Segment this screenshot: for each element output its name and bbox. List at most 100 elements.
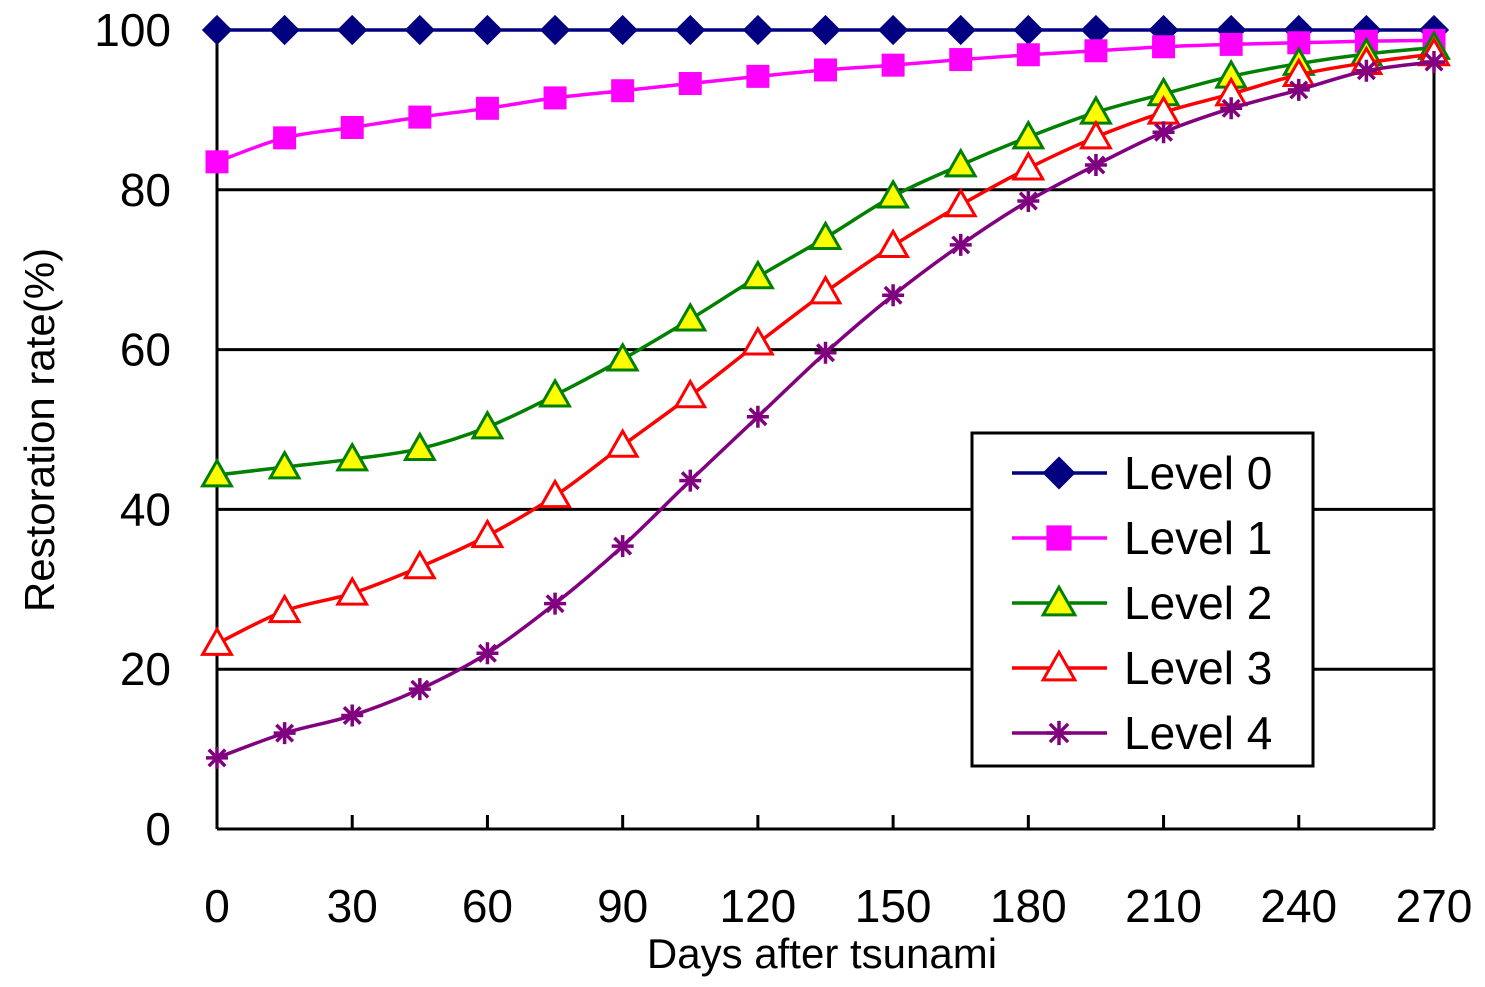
point-level-4-45-shape [408, 678, 431, 701]
point-level-1-45-shape [408, 105, 432, 129]
point-level-3-120-shape [740, 325, 775, 356]
series-line-level-2 [216, 45, 1435, 477]
point-level-3-90 [605, 428, 640, 458]
y-tick-label-60: 60 [120, 324, 171, 376]
point-level-1-120-shape [746, 64, 770, 88]
point-level-1-75 [543, 86, 567, 110]
legend-label-level-1: Level 1 [1124, 512, 1272, 564]
point-level-0-45-shape [404, 14, 435, 46]
point-level-1-90-shape [611, 79, 635, 103]
point-level-1-120 [746, 64, 770, 88]
point-level-4-150-shape [882, 284, 905, 307]
point-level-4-30-shape [341, 704, 364, 727]
point-level-3-45-shape [402, 549, 437, 580]
point-level-4-180 [1017, 189, 1040, 212]
point-level-1-105-shape [678, 72, 702, 96]
point-level-3-0 [200, 626, 234, 656]
point-level-2-150 [876, 178, 911, 209]
legend-marker-level-4-shape [1046, 720, 1072, 746]
point-level-1-165 [949, 48, 973, 72]
point-level-1-195-shape [1084, 39, 1108, 63]
point-level-1-195 [1084, 39, 1108, 63]
x-tick-label-60: 60 [462, 880, 513, 932]
point-level-0-90 [607, 14, 638, 46]
legend-marker-level-2 [1040, 584, 1078, 617]
point-level-1-90 [611, 79, 635, 103]
point-level-1-60 [475, 96, 499, 120]
x-tick-label-30: 30 [327, 880, 378, 932]
y-tick-label-40: 40 [120, 483, 171, 535]
legend-marker-level-1-shape [1046, 525, 1072, 551]
point-level-0-120 [742, 14, 773, 46]
point-level-4-225-shape [1220, 97, 1243, 120]
point-level-2-165 [943, 147, 978, 178]
point-level-2-90-shape [605, 341, 640, 372]
point-level-3-150 [876, 228, 911, 259]
point-level-0-0 [201, 14, 233, 46]
point-level-0-180 [1013, 14, 1044, 46]
point-level-4-60-shape [476, 642, 499, 665]
y-tick-label-100: 100 [94, 4, 171, 56]
point-level-4-15 [273, 722, 296, 745]
point-level-3-75-shape [538, 478, 573, 509]
point-level-1-30-shape [340, 115, 364, 139]
y-axis-title: Restoration rate(%) [16, 248, 63, 612]
point-level-0-120-shape [742, 14, 773, 46]
point-level-3-150-shape [876, 228, 911, 259]
legend: Level 0 Level 1 Level 2 Level 3 Level 4 [970, 431, 1315, 768]
point-level-2-180 [1011, 119, 1046, 150]
point-level-0-165 [945, 14, 976, 46]
legend-marker-level-3 [1040, 649, 1078, 682]
point-level-3-105 [673, 378, 708, 409]
point-level-4-240 [1287, 78, 1310, 101]
point-level-3-15 [267, 593, 302, 624]
x-axis-title: Days after tsunami [647, 930, 997, 977]
point-level-4-90 [611, 535, 634, 558]
point-level-2-0-shape [200, 457, 234, 488]
point-level-3-90-shape [605, 428, 640, 458]
point-level-2-105-shape [673, 301, 708, 332]
point-level-4-210 [1152, 121, 1175, 144]
tick-labels: 0 20 40 60 80 100 0 30 60 90 120 150 180 210 240 270 [94, 4, 1472, 932]
legend-marker-level-0-shape [1042, 456, 1076, 490]
point-level-4-105 [679, 469, 702, 492]
point-level-3-180 [1011, 150, 1046, 181]
point-level-2-120-shape [740, 259, 775, 290]
point-level-1-0 [205, 150, 229, 174]
point-level-0-60-shape [472, 14, 503, 46]
point-level-3-195 [1078, 119, 1113, 150]
point-level-2-60 [470, 409, 505, 440]
point-level-0-105-shape [675, 14, 706, 46]
x-tick-label-180: 180 [990, 880, 1067, 932]
point-level-3-60 [470, 518, 505, 549]
point-level-4-180-shape [1017, 189, 1040, 212]
legend-marker-level-3-shape [1040, 649, 1078, 682]
point-level-3-60-shape [470, 518, 505, 549]
point-level-1-135-shape [814, 58, 837, 82]
point-level-2-30 [335, 441, 370, 472]
point-level-1-180-shape [1016, 43, 1040, 67]
y-tick-label-0: 0 [145, 803, 171, 855]
point-level-1-15 [273, 126, 297, 150]
legend-marker-level-0 [1042, 456, 1076, 490]
point-level-4-165 [949, 233, 972, 256]
point-level-2-180-shape [1011, 119, 1046, 150]
legend-marker-level-2-shape [1040, 584, 1078, 617]
x-tick-label-90: 90 [597, 880, 648, 932]
point-level-4-150 [882, 284, 905, 307]
legend-marker-level-1 [1046, 525, 1072, 551]
x-tick-label-240: 240 [1260, 880, 1337, 932]
x-tick-label-210: 210 [1125, 880, 1202, 932]
point-level-1-45 [408, 105, 432, 129]
point-level-0-45 [404, 14, 435, 46]
point-level-4-30 [341, 704, 364, 727]
point-level-0-180-shape [1013, 14, 1044, 46]
legend-label-level-4: Level 4 [1124, 707, 1272, 759]
point-level-2-135-shape [808, 220, 843, 251]
point-level-2-60-shape [470, 409, 505, 440]
point-level-3-195-shape [1078, 119, 1113, 150]
point-level-4-210-shape [1152, 121, 1175, 144]
point-level-0-165-shape [945, 14, 976, 46]
point-level-4-135 [814, 341, 837, 364]
point-level-2-75-shape [538, 377, 573, 408]
